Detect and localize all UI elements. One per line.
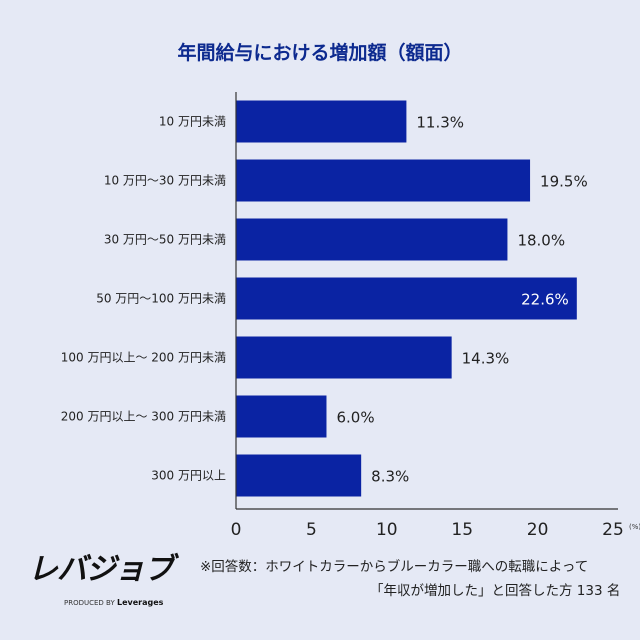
category-label: 300 万円以上 (151, 469, 226, 483)
bar (236, 454, 362, 497)
category-label: 10 万円〜30 万円未満 (104, 174, 226, 188)
x-unit-label: (%) (629, 523, 640, 531)
data-label: 6.0% (336, 409, 374, 427)
x-tick-label: 25 (602, 520, 624, 540)
x-tick-label: 10 (376, 520, 398, 540)
footnote-line-1: ※回答数：ホワイトカラーからブルーカラー職への転職によって (200, 559, 589, 575)
x-tick-label: 5 (306, 520, 317, 540)
data-label: 22.6% (521, 291, 569, 309)
chart-title: 年間給与における増加額（額面） (177, 42, 463, 64)
x-tick-label: 20 (527, 520, 549, 540)
data-label: 8.3% (371, 468, 409, 486)
bar (236, 100, 407, 143)
data-label: 14.3% (462, 350, 510, 368)
data-label: 19.5% (540, 173, 588, 191)
category-label: 10 万円未満 (159, 115, 226, 129)
bar (236, 159, 531, 202)
bar (236, 395, 327, 438)
produced-by: PRODUCED BY Leverages (64, 598, 163, 608)
category-label: 50 万円〜100 万円未満 (96, 292, 226, 306)
footnote-line-2: 「年収が増加した」と回答した方 133 名 (370, 583, 621, 599)
x-tick-label: 15 (451, 520, 473, 540)
category-label: 100 万円以上〜 200 万円未満 (61, 351, 226, 365)
x-tick-label: 0 (231, 520, 242, 540)
category-label: 30 万円〜50 万円未満 (104, 233, 226, 247)
bar (236, 336, 452, 379)
bar (236, 277, 577, 320)
leverages-logo: レバジョブ (28, 552, 174, 587)
data-label: 18.0% (517, 232, 565, 250)
bar (236, 218, 508, 261)
produced-by-text: PRODUCED BY (64, 599, 115, 607)
brand-name: Leverages (116, 598, 164, 607)
category-label: 200 万円以上〜 300 万円未満 (61, 410, 226, 424)
data-label: 11.3% (416, 114, 464, 132)
